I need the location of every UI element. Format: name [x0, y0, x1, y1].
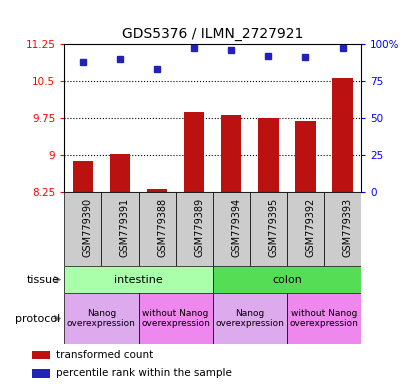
Bar — [32, 351, 50, 359]
Text: percentile rank within the sample: percentile rank within the sample — [56, 368, 232, 378]
Bar — [213, 266, 361, 293]
Bar — [139, 192, 176, 266]
Bar — [139, 293, 213, 344]
Bar — [64, 293, 139, 344]
Text: GSM779393: GSM779393 — [342, 198, 352, 257]
Title: GDS5376 / ILMN_2727921: GDS5376 / ILMN_2727921 — [122, 27, 303, 41]
Text: protocol: protocol — [15, 313, 60, 324]
Text: GSM779394: GSM779394 — [231, 198, 241, 257]
Bar — [64, 266, 213, 293]
Bar — [213, 293, 287, 344]
Bar — [324, 192, 361, 266]
Text: GSM779388: GSM779388 — [157, 198, 167, 257]
Bar — [176, 192, 213, 266]
Bar — [332, 78, 353, 192]
Bar — [184, 112, 204, 192]
Bar — [258, 118, 278, 192]
Text: GSM779392: GSM779392 — [305, 198, 315, 257]
Bar — [287, 293, 361, 344]
Bar — [221, 115, 242, 192]
Bar — [32, 369, 50, 377]
Text: Nanog
overexpression: Nanog overexpression — [67, 309, 136, 328]
Text: colon: colon — [272, 275, 302, 285]
Text: tissue: tissue — [27, 275, 60, 285]
Bar — [295, 121, 316, 192]
Bar — [250, 192, 287, 266]
Bar — [147, 189, 167, 192]
Bar — [73, 161, 93, 192]
Bar — [64, 192, 101, 266]
Text: without Nanog
overexpression: without Nanog overexpression — [290, 309, 359, 328]
Text: without Nanog
overexpression: without Nanog overexpression — [141, 309, 210, 328]
Bar — [110, 154, 130, 192]
Text: intestine: intestine — [114, 275, 163, 285]
Text: Nanog
overexpression: Nanog overexpression — [215, 309, 284, 328]
Bar — [213, 192, 250, 266]
Text: GSM779390: GSM779390 — [83, 198, 93, 257]
Bar — [101, 192, 139, 266]
Text: GSM779395: GSM779395 — [269, 198, 278, 257]
Text: transformed count: transformed count — [56, 350, 154, 360]
Text: GSM779391: GSM779391 — [120, 198, 130, 257]
Text: GSM779389: GSM779389 — [194, 198, 204, 257]
Bar — [287, 192, 324, 266]
